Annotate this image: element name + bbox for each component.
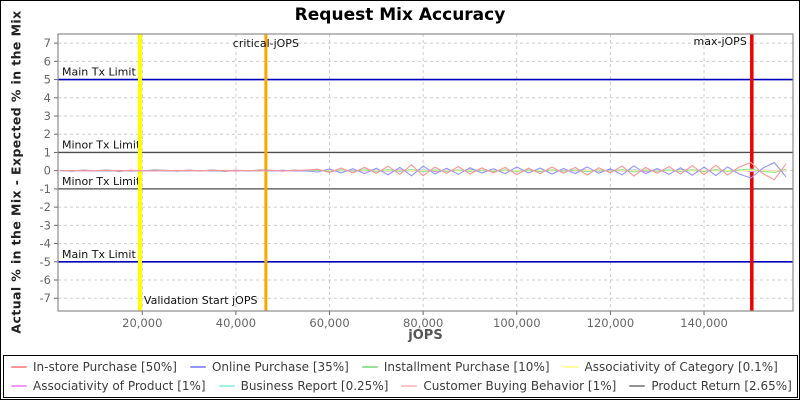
v-marker-label: critical-jOPS <box>233 37 299 50</box>
x-tick-label: 120,000 <box>587 316 635 330</box>
legend-label: Installment Purchase [10%] <box>383 360 550 375</box>
legend-item: Product Return [2.65%] <box>629 379 792 393</box>
legend-label: Product Return [2.65%] <box>651 378 792 393</box>
x-tick-label: 20,000 <box>122 316 162 330</box>
y-tick-label: -1 <box>40 182 51 196</box>
legend-label: Associativity of Product [1%] <box>33 378 206 393</box>
legend-swatch <box>189 366 206 369</box>
legend-swatch <box>629 384 646 387</box>
x-axis-title: jOPS <box>408 328 443 343</box>
y-tick-label: -2 <box>40 200 51 214</box>
h-marker-label: Main Tx Limit <box>62 66 136 79</box>
legend-item: Customer Buying Behavior [1%] <box>401 379 616 393</box>
y-tick-label: 4 <box>44 91 51 105</box>
y-tick-label: 5 <box>44 73 51 87</box>
legend-label: Associativity of Category [0.1%] <box>584 360 778 375</box>
y-tick-label: -4 <box>40 237 51 251</box>
plot-area: 7 6 5 4 3 2 1 0 -1 -2 -3 -4 -5 -6 -7 20,000 40,000 60,000… <box>40 33 794 330</box>
chart-title: Request Mix Accuracy <box>294 5 506 25</box>
legend-swatch <box>401 384 418 387</box>
y-axis-title: Actual % in the Mix - Expected % in the … <box>8 10 24 334</box>
legend-swatch <box>562 366 579 369</box>
h-marker-label: Main Tx Limit <box>62 248 136 261</box>
legend-item: Business Report [0.25%] <box>218 378 389 393</box>
legend-label: Online Purchase [35%] <box>211 360 349 375</box>
legend-label: Business Report [0.25%] <box>240 378 389 393</box>
y-tick-label: -5 <box>40 255 51 269</box>
x-tick-label: 60,000 <box>309 316 349 330</box>
v-marker-label: Validation Start jOPS <box>144 294 258 307</box>
legend-swatch <box>11 384 27 387</box>
legend-item: Associativity of Product [1%] <box>11 379 206 393</box>
legend-item: In-store Purchase [50%] <box>11 360 177 374</box>
x-tick-label: 40,000 <box>216 316 256 330</box>
v-marker-label: max-jOPS <box>694 35 747 48</box>
plot-border <box>57 33 794 312</box>
legend-swatch <box>11 366 27 369</box>
legend-item: Online Purchase [35%] <box>189 360 349 375</box>
x-tick-label: 80,000 <box>403 316 443 330</box>
legend-swatch <box>218 384 235 387</box>
h-marker-label: Minor Tx Limit <box>62 175 141 188</box>
legend-item: Associativity of Category [0.1%] <box>562 360 778 375</box>
legend-row: In-store Purchase [50%] Online Purchase [… <box>11 359 797 376</box>
legend-label: In-store Purchase [50%] <box>33 360 177 375</box>
y-tick-label: -3 <box>40 218 51 232</box>
legend-row: Associativity of Product [1%] Business Re… <box>11 377 797 394</box>
legend-swatch <box>361 366 378 369</box>
y-tick-label: 3 <box>44 109 51 123</box>
series-line <box>60 161 787 181</box>
x-tick-label: 100,000 <box>493 316 541 330</box>
legend: In-store Purchase [50%] Online Purchase [… <box>3 355 798 398</box>
y-tick-label: 6 <box>44 54 51 68</box>
y-tick-label: 2 <box>44 127 51 141</box>
legend-item: Installment Purchase [10%] <box>361 360 550 375</box>
y-tick-label: 1 <box>44 145 51 159</box>
y-tick-label: 0 <box>44 164 51 178</box>
y-tick-label: 7 <box>44 36 51 50</box>
y-tick-label: -6 <box>40 273 51 287</box>
y-tick-label: -7 <box>40 291 51 305</box>
legend-label: Customer Buying Behavior [1%] <box>423 378 617 393</box>
x-tick-label: 140,000 <box>680 316 728 330</box>
h-marker-label: Minor Tx Limit <box>62 138 141 151</box>
